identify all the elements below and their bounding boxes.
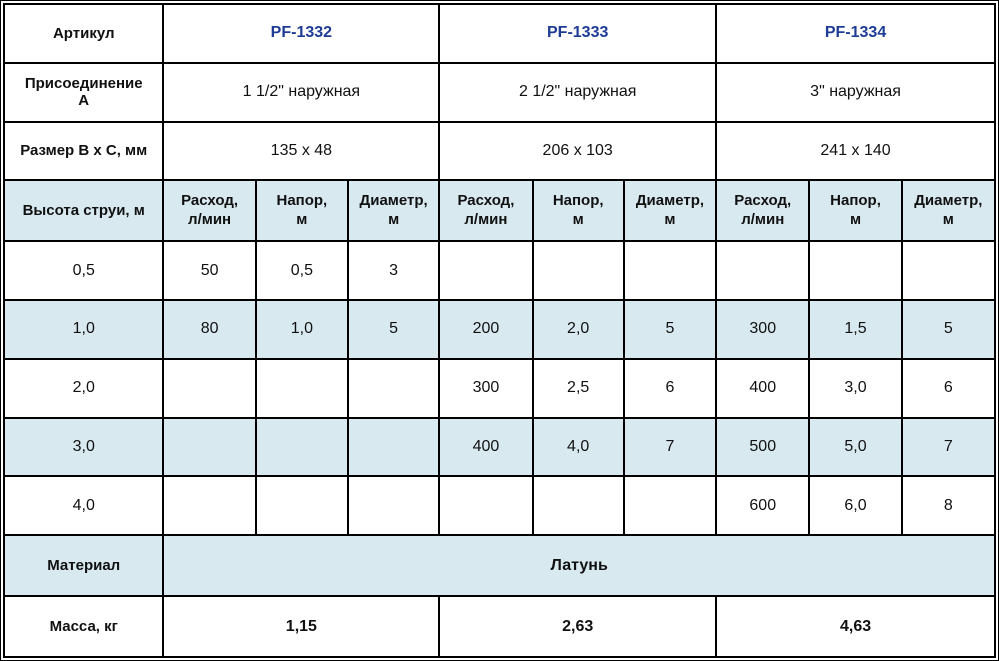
head-header-pf1334: Напор, м xyxy=(808,179,903,243)
diameter-value: 5 xyxy=(622,299,718,360)
material-row: Материал Латунь xyxy=(2,534,996,598)
diameter-value: 8 xyxy=(900,475,997,537)
mass-row: Масса, кг 1,15 2,63 4,63 xyxy=(2,595,996,658)
flow-value: 500 xyxy=(715,416,811,478)
head-value xyxy=(531,475,625,537)
head-header-pf1333: Напор, м xyxy=(531,179,625,243)
connection-row: Присоединение А 1 1/2" наружная 2 1/2" н… xyxy=(2,61,996,123)
connection-value-pf1333: 2 1/2" наружная xyxy=(438,61,718,123)
flow-value: 400 xyxy=(438,416,534,478)
flow-value: 600 xyxy=(715,475,811,537)
article-value-pf1333: PF-1333 xyxy=(438,3,718,64)
head-value: 1,0 xyxy=(254,299,349,360)
article-value-pf1332: PF-1332 xyxy=(162,3,441,64)
material-label: Материал xyxy=(2,534,165,598)
head-value xyxy=(254,475,349,537)
size-value-pf1334: 241 x 140 xyxy=(715,120,996,182)
diameter-value xyxy=(346,475,441,537)
connection-value-pf1332: 1 1/2" наружная xyxy=(162,61,441,123)
head-value: 2,0 xyxy=(531,299,625,360)
flow-value: 80 xyxy=(162,299,257,360)
head-value xyxy=(808,240,903,302)
size-row: Размер B x C, мм 135 x 48 206 x 103 241 … xyxy=(2,120,996,182)
head-header-pf1332: Напор, м xyxy=(254,179,349,243)
article-label: Артикул xyxy=(2,3,165,64)
mass-value-pf1333: 2,63 xyxy=(438,595,718,658)
head-value: 5,0 xyxy=(808,416,903,478)
flow-value xyxy=(438,475,534,537)
jet-height-value: 2,0 xyxy=(2,357,165,419)
flow-header-pf1334: Расход, л/мин xyxy=(715,179,811,243)
diameter-header-pf1334: Диаметр, м xyxy=(900,179,997,243)
head-value: 4,0 xyxy=(531,416,625,478)
diameter-value: 7 xyxy=(900,416,997,478)
diameter-value: 7 xyxy=(622,416,718,478)
mass-value-pf1334: 4,63 xyxy=(715,595,996,658)
jet-height-value: 1,0 xyxy=(2,299,165,360)
flow-value xyxy=(162,475,257,537)
diameter-value xyxy=(346,357,441,419)
diameter-value: 6 xyxy=(900,357,997,419)
head-value: 3,0 xyxy=(808,357,903,419)
size-value-pf1332: 135 x 48 xyxy=(162,120,441,182)
head-value: 0,5 xyxy=(254,240,349,302)
diameter-value: 5 xyxy=(900,299,997,360)
diameter-value xyxy=(346,416,441,478)
diameter-header-pf1332: Диаметр, м xyxy=(346,179,441,243)
product-spec-table: Артикул PF-1332 PF-1333 PF-1334 Присоеди… xyxy=(2,3,997,658)
article-row: Артикул PF-1332 PF-1333 PF-1334 xyxy=(2,3,996,64)
jet-row-40: 4,0 600 6,0 8 xyxy=(2,475,997,537)
flow-header-pf1332: Расход, л/мин xyxy=(162,179,257,243)
flow-value xyxy=(162,357,257,419)
size-value-pf1333: 206 x 103 xyxy=(438,120,718,182)
article-value-pf1334: PF-1334 xyxy=(715,3,996,64)
jet-row-10: 1,0 80 1,0 5 200 2,0 5 300 1,5 5 xyxy=(2,299,997,360)
jet-row-05: 0,5 50 0,5 3 xyxy=(2,240,997,302)
flow-value xyxy=(438,240,534,302)
connection-label: Присоединение А xyxy=(2,61,165,123)
jet-height-value: 4,0 xyxy=(2,475,165,537)
material-value: Латунь xyxy=(162,534,996,598)
diameter-value xyxy=(622,475,718,537)
mass-value-pf1332: 1,15 xyxy=(162,595,441,658)
diameter-value: 6 xyxy=(622,357,718,419)
diameter-value: 3 xyxy=(346,240,441,302)
flow-value: 400 xyxy=(715,357,811,419)
diameter-header-pf1333: Диаметр, м xyxy=(622,179,718,243)
head-value: 2,5 xyxy=(531,357,625,419)
jet-height-value: 0,5 xyxy=(2,240,165,302)
jet-row-20: 2,0 300 2,5 6 400 3,0 6 xyxy=(2,357,997,419)
head-value: 1,5 xyxy=(808,299,903,360)
size-label: Размер B x C, мм xyxy=(2,120,165,182)
flow-value xyxy=(715,240,811,302)
flow-header-pf1333: Расход, л/мин xyxy=(438,179,534,243)
mass-label: Масса, кг xyxy=(2,595,165,658)
head-value xyxy=(531,240,625,302)
head-value: 6,0 xyxy=(808,475,903,537)
flow-value: 50 xyxy=(162,240,257,302)
flow-value: 300 xyxy=(438,357,534,419)
diameter-value xyxy=(900,240,997,302)
flow-value: 200 xyxy=(438,299,534,360)
jet-row-30: 3,0 400 4,0 7 500 5,0 7 xyxy=(2,416,997,478)
jet-height-header: Высота струи, м xyxy=(2,179,165,243)
diameter-value: 5 xyxy=(346,299,441,360)
flow-value xyxy=(162,416,257,478)
spec-header-row: Высота струи, м Расход, л/мин Напор, м Д… xyxy=(2,179,997,243)
diameter-value xyxy=(622,240,718,302)
connection-value-pf1334: 3" наружная xyxy=(715,61,996,123)
head-value xyxy=(254,416,349,478)
head-value xyxy=(254,357,349,419)
flow-value: 300 xyxy=(715,299,811,360)
jet-height-value: 3,0 xyxy=(2,416,165,478)
